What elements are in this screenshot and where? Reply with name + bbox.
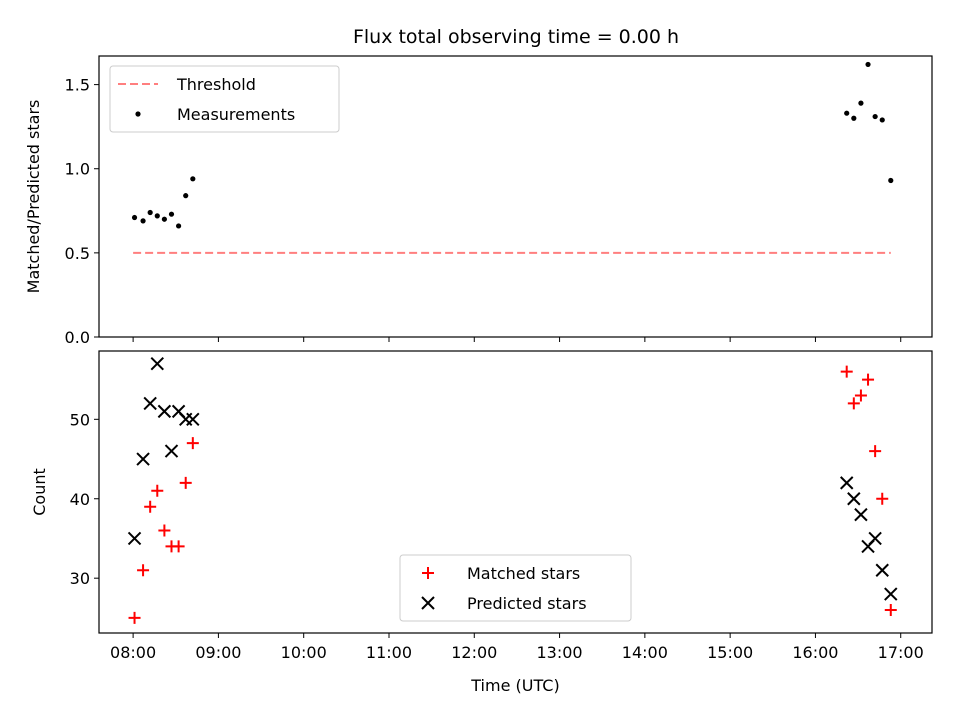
measurement-point (140, 218, 146, 224)
predicted-star-point (136, 452, 150, 466)
x-tick-label: 10:00 (281, 643, 327, 662)
bottom-panel: 30 40 50 08:00 09:00 10:00 11:00 12:00 13:00 14:0… (30, 350, 933, 695)
x-tick-label: 12:00 (451, 643, 497, 662)
y-axis-label: Matched/Predicted stars (24, 100, 43, 294)
matched-star-point (158, 524, 171, 537)
y-tick-label: 40 (70, 490, 90, 509)
matched-star-point (840, 365, 853, 378)
y-tick-label: 0.0 (65, 328, 90, 347)
matched-star-point (862, 373, 875, 386)
legend-plus-swatch (422, 567, 434, 579)
measurement-point (147, 209, 153, 216)
chart-title: Flux total observing time = 0.00 h (353, 26, 679, 48)
legend-label: Matched stars (467, 564, 580, 583)
legend-dot-swatch (135, 111, 141, 117)
y-tick-label: 1.5 (65, 76, 90, 95)
legend: Threshold Measurements (109, 65, 340, 133)
top-panel: 0.0 0.5 1.0 1.5 Matched/Predicted stars Thres… (24, 55, 933, 347)
x-tick-label: 08:00 (110, 643, 156, 662)
matched-star-point (876, 492, 889, 505)
measurement-point (872, 113, 878, 120)
y-tick-label: 1.0 (65, 160, 90, 179)
predicted-star-point (875, 563, 889, 577)
matched-star-point (186, 437, 199, 450)
measurement-point (851, 115, 857, 121)
matched-star-point (151, 484, 164, 497)
x-tick-label: 17:00 (878, 643, 924, 662)
predicted-star-point (868, 531, 882, 546)
measurement-point (168, 211, 175, 217)
measurement-point (888, 177, 894, 184)
x-axis-label: Time (UTC) (470, 676, 559, 695)
measurement-point (131, 214, 138, 221)
legend-box (399, 554, 632, 622)
measurement-point (858, 100, 864, 106)
x-tick-label: 09:00 (195, 643, 241, 662)
predicted-star-point (854, 507, 868, 522)
legend-box (109, 65, 340, 133)
measurement-point (879, 117, 885, 123)
matched-star-point (128, 611, 141, 624)
predicted-star-point (150, 357, 164, 371)
predicted-star-point (127, 531, 142, 546)
predicted-star-point (847, 492, 861, 506)
legend-x-swatch (421, 596, 435, 610)
matched-star-point (854, 389, 867, 402)
predicted-star-point (884, 587, 898, 601)
legend-label: Measurements (177, 105, 295, 124)
matched-star-point (179, 476, 192, 489)
x-tick-label: 11:00 (366, 643, 412, 662)
measurement-point (865, 61, 871, 68)
x-tick-label: 13:00 (537, 643, 583, 662)
matched-star-point (172, 540, 185, 553)
matched-star-point (847, 397, 860, 410)
x-tick-label: 15:00 (707, 643, 753, 662)
plot-frame (98, 55, 933, 338)
predicted-star-point (143, 396, 157, 411)
measurement-point (176, 223, 182, 229)
measurement-point (183, 193, 189, 199)
plot-frame (98, 350, 933, 634)
x-tick-label: 16:00 (792, 643, 838, 662)
x-tick-label: 14:00 (622, 643, 668, 662)
predicted-star-point (164, 444, 179, 458)
matched-star-point (869, 445, 882, 458)
measurement-point (844, 110, 850, 116)
predicted-star-point (157, 404, 172, 419)
matched-star-point (144, 500, 157, 513)
predicted-star-point (840, 476, 854, 490)
predicted-star-point (186, 412, 200, 427)
y-axis-label: Count (30, 468, 49, 516)
matched-star-point (137, 564, 150, 577)
y-tick-label: 0.5 (65, 244, 90, 263)
measurement-point (161, 216, 167, 222)
legend: Matched stars Predicted stars (399, 554, 632, 622)
measurement-point (190, 176, 196, 182)
y-tick-label: 50 (70, 410, 90, 429)
y-tick-label: 30 (70, 569, 90, 588)
matched-star-point (884, 603, 897, 616)
measurement-point (154, 213, 160, 219)
legend-label: Threshold (176, 75, 256, 94)
legend-label: Predicted stars (467, 594, 587, 613)
